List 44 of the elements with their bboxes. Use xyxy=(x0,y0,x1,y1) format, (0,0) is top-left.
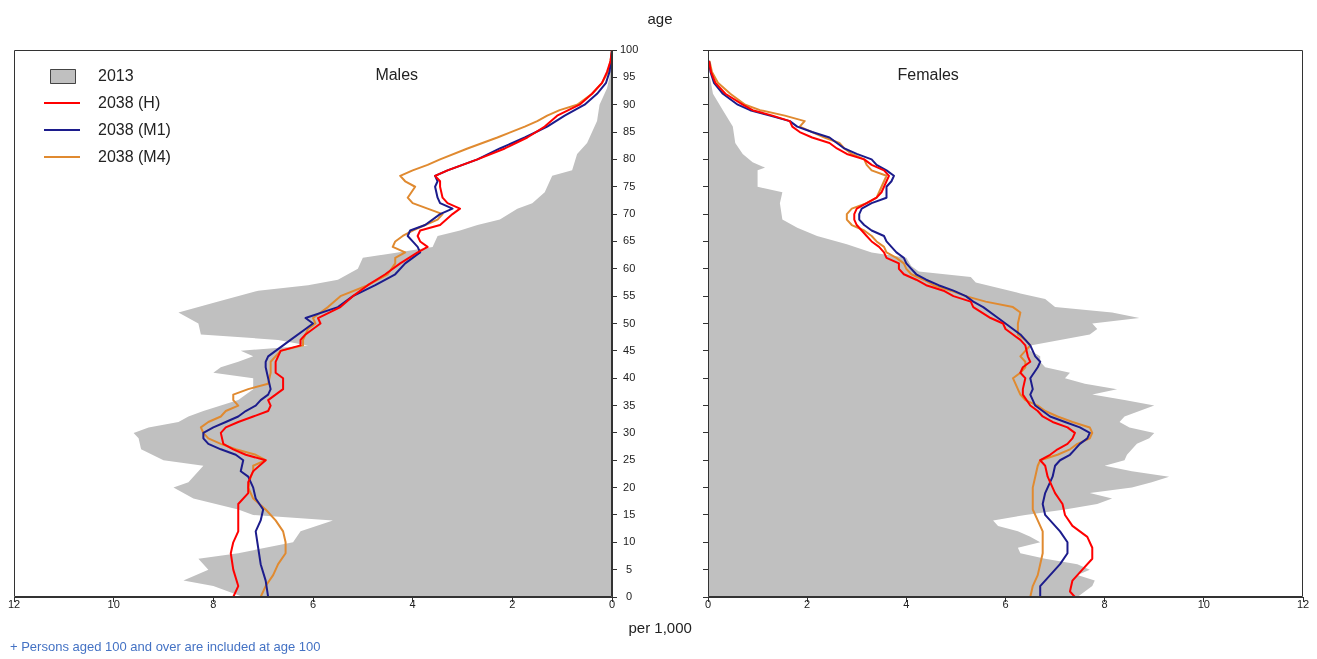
y-tick-label: 90 xyxy=(623,97,636,110)
y-tick-label: 65 xyxy=(623,234,636,247)
y-tick-label: 60 xyxy=(623,261,636,274)
x-tick-label: 4 xyxy=(903,598,910,611)
x-tick-label: 0 xyxy=(608,598,616,611)
y-tick-label: 15 xyxy=(623,507,636,520)
y-tick-label: 0 xyxy=(626,590,633,603)
y-tick-label: 80 xyxy=(623,152,636,165)
y-tick-label: 25 xyxy=(623,453,636,466)
x-tick-label: 12 xyxy=(7,598,21,611)
x-axis-title: per 1,000 xyxy=(628,619,692,636)
x-tick-label: 8 xyxy=(210,598,217,611)
x-tick-label: 2 xyxy=(509,598,516,611)
x-tick-label: 12 xyxy=(1296,598,1310,611)
x-tick-label: 6 xyxy=(309,598,317,611)
legend-label: 2038 (M1) xyxy=(98,121,171,139)
y-tick-label: 10 xyxy=(623,535,636,548)
legend-label: 2013 xyxy=(98,67,134,85)
y-tick-label: 70 xyxy=(623,207,636,220)
y-axis-title: age xyxy=(647,10,673,27)
y-tick-label: 95 xyxy=(623,70,636,83)
x-tick-label: 10 xyxy=(1197,598,1210,611)
y-tick-label: 85 xyxy=(623,125,636,138)
y-tick-label: 75 xyxy=(623,179,636,192)
legend-label: 2038 (H) xyxy=(98,94,161,112)
y-tick-label: 30 xyxy=(623,425,636,438)
legend-label: 2038 (M4) xyxy=(98,148,171,166)
x-tick-label: 0 xyxy=(704,598,712,611)
text: Females xyxy=(897,66,959,84)
x-tick-label: 6 xyxy=(1002,598,1009,611)
y-tick-label: 35 xyxy=(623,398,636,411)
x-tick-label: 4 xyxy=(409,598,416,611)
y-tick-label: 100 xyxy=(620,43,639,56)
y-tick-label: 55 xyxy=(623,289,636,302)
text: + Persons aged 100 and over are included at age 100 xyxy=(10,639,321,654)
y-tick-label: 5 xyxy=(626,562,633,575)
text: Males xyxy=(375,66,419,84)
x-tick-label: 10 xyxy=(107,598,120,611)
y-tick-label: 50 xyxy=(623,316,636,329)
x-tick-label: 2 xyxy=(804,598,811,611)
y-tick-label: 45 xyxy=(623,343,636,356)
x-tick-label: 8 xyxy=(1101,598,1108,611)
y-tick-label: 20 xyxy=(623,480,636,493)
y-tick-label: 40 xyxy=(623,371,636,384)
